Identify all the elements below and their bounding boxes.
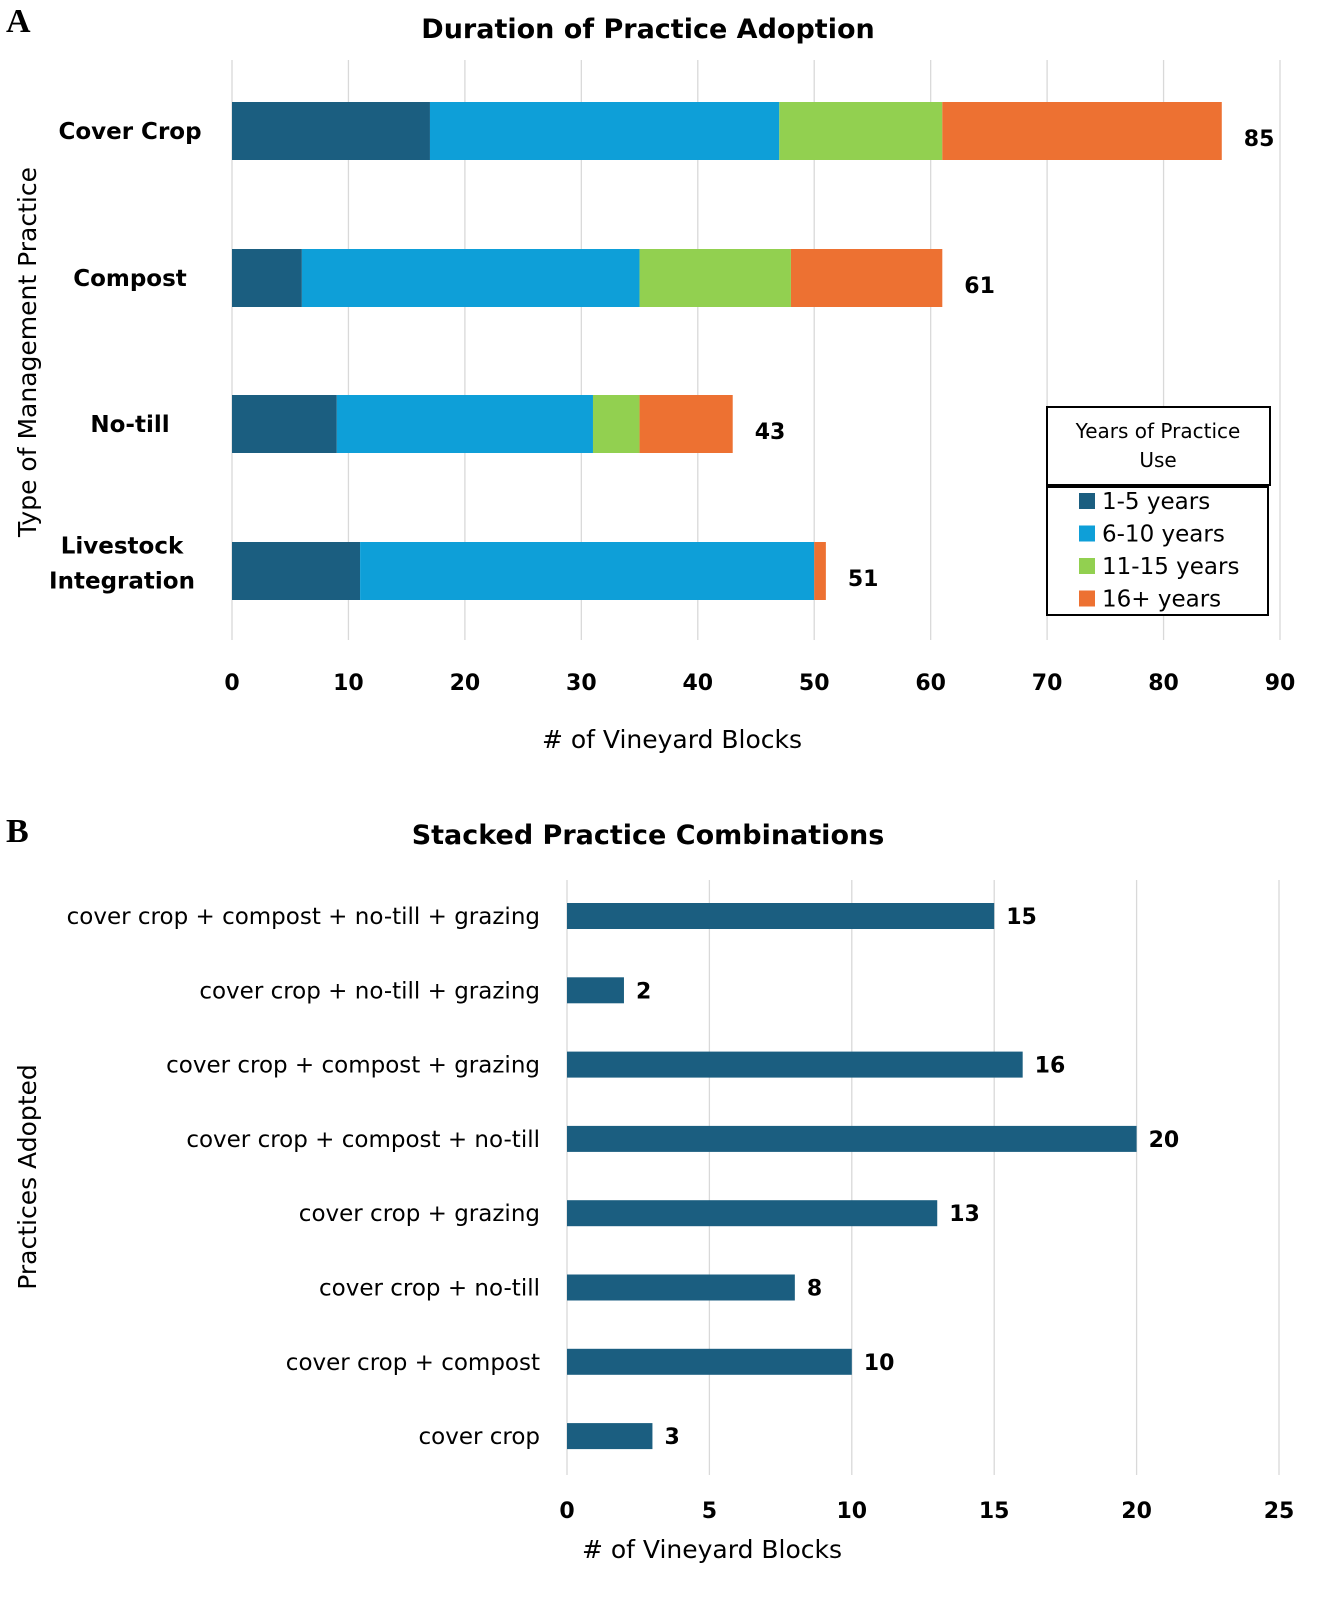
total-label: 61 — [964, 274, 995, 299]
bar-segment-11-15-years — [592, 395, 640, 453]
chart-title: Stacked Practice Combinations — [412, 820, 885, 851]
x-tick-label: 15 — [979, 1499, 1010, 1524]
panel-label: A — [6, 3, 31, 40]
x-axis-title: # of Vineyard Blocks — [542, 725, 802, 754]
data-label: 20 — [1149, 1128, 1180, 1153]
legend-title: Use — [1139, 448, 1176, 472]
category-label: No-till — [90, 412, 169, 438]
bar-segment-6-10-years — [336, 395, 593, 453]
x-tick-label: 80 — [1148, 671, 1179, 696]
total-label: 51 — [848, 567, 879, 592]
legend-entry: 16+ years — [1102, 587, 1221, 613]
category-label: cover crop — [418, 1424, 540, 1450]
bar-segment-1-5-years — [232, 395, 337, 453]
legend-entry: 1-5 years — [1102, 489, 1210, 515]
bar — [567, 1051, 1023, 1078]
y-axis-title: Practices Adopted — [13, 1064, 42, 1290]
bar-segment-11-15-years — [639, 249, 791, 307]
legend-swatch — [1079, 590, 1095, 607]
category-label: cover crop + compost + no-till — [186, 1127, 540, 1153]
bar — [567, 1200, 938, 1227]
x-tick-label: 20 — [1121, 1499, 1152, 1524]
x-tick-label: 90 — [1265, 671, 1296, 696]
total-label: 85 — [1244, 127, 1275, 152]
legend-swatch — [1079, 558, 1095, 574]
bar-segment-1-5-years — [232, 249, 302, 307]
legend-title: Years of Practice — [1075, 419, 1241, 443]
bar-segment-6-10-years — [360, 542, 815, 600]
legend-swatch — [1079, 493, 1095, 509]
category-label: cover crop + compost + grazing — [166, 1053, 540, 1079]
panel-label: B — [6, 813, 29, 850]
bar-segment-1-5-years — [232, 102, 430, 160]
category-label: cover crop + compost + no-till + grazing — [67, 904, 540, 930]
data-label: 8 — [807, 1277, 822, 1302]
x-tick-label: 5 — [702, 1499, 717, 1524]
bar-segment-6-10-years — [301, 249, 640, 307]
x-tick-label: 30 — [566, 671, 597, 696]
data-label: 13 — [949, 1202, 980, 1227]
data-label: 16 — [1035, 1054, 1066, 1079]
bar — [567, 1348, 852, 1375]
bar-segment-16-years — [942, 102, 1222, 160]
bar — [567, 1125, 1137, 1152]
x-tick-label: 60 — [915, 671, 946, 696]
x-tick-label: 0 — [559, 1499, 574, 1524]
x-tick-label: 70 — [1032, 671, 1063, 696]
data-label: 10 — [864, 1351, 895, 1376]
x-tick-label: 0 — [224, 671, 239, 696]
x-tick-label: 10 — [333, 671, 364, 696]
bar — [567, 1423, 653, 1450]
category-label: Integration — [49, 569, 195, 595]
data-label: 2 — [636, 979, 651, 1004]
bar-segment-16-years — [790, 249, 943, 307]
legend-title-box — [1046, 406, 1271, 486]
y-axis-title: Type of Management Practice — [13, 167, 42, 538]
legend-entry: 6-10 years — [1102, 522, 1225, 548]
category-label: Livestock — [61, 534, 184, 560]
x-tick-label: 20 — [450, 671, 481, 696]
data-label: 15 — [1006, 905, 1037, 930]
bar — [567, 903, 995, 929]
bar-segment-1-5-years — [232, 542, 361, 600]
bar — [567, 977, 624, 1004]
legend-entry: 11-15 years — [1102, 554, 1239, 580]
x-tick-label: 40 — [682, 671, 713, 696]
bar-segment-16-years — [814, 542, 826, 600]
data-label: 3 — [664, 1425, 679, 1450]
category-label: Cover Crop — [58, 119, 201, 145]
bar — [567, 1274, 795, 1301]
category-label: cover crop + no-till + grazing — [199, 978, 540, 1004]
bar-segment-6-10-years — [429, 102, 780, 160]
x-tick-label: 25 — [1264, 1499, 1295, 1524]
category-label: cover crop + compost — [286, 1350, 540, 1376]
category-label: Compost — [73, 266, 187, 292]
bar-segment-16-years — [639, 395, 733, 453]
x-axis-title: # of Vineyard Blocks — [582, 1535, 842, 1564]
x-tick-label: 10 — [836, 1499, 867, 1524]
legend-swatch — [1079, 525, 1095, 542]
chart-title: Duration of Practice Adoption — [421, 14, 874, 45]
bar-segment-11-15-years — [779, 102, 943, 160]
x-tick-label: 50 — [799, 671, 830, 696]
category-label: cover crop + no-till — [319, 1276, 540, 1302]
total-label: 43 — [755, 420, 786, 445]
category-label: cover crop + grazing — [299, 1201, 540, 1227]
